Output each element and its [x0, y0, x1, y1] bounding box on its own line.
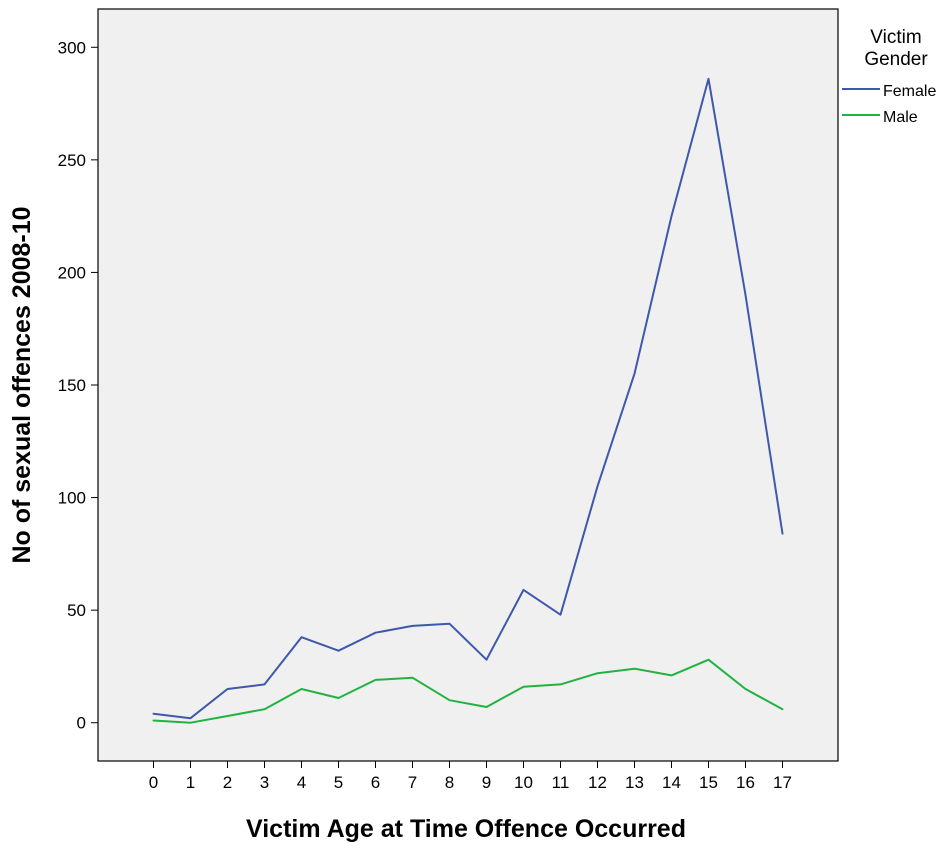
x-tick-label: 0 — [149, 773, 158, 792]
y-axis-label: No of sexual offences 2008-10 — [8, 206, 36, 563]
x-tick-label: 10 — [514, 773, 533, 792]
x-tick-label: 16 — [736, 773, 755, 792]
y-tick-label: 0 — [77, 714, 86, 733]
x-tick-label: 9 — [482, 773, 491, 792]
legend-item-label: Female — [883, 83, 936, 100]
x-tick-label: 1 — [186, 773, 195, 792]
legend-title: Victim — [870, 27, 921, 48]
x-tick-label: 14 — [662, 773, 681, 792]
x-tick-label: 6 — [371, 773, 380, 792]
x-tick-label: 12 — [588, 773, 607, 792]
x-tick-label: 3 — [260, 773, 269, 792]
x-tick-label: 13 — [625, 773, 644, 792]
y-tick-label: 200 — [58, 263, 86, 282]
x-tick-label: 2 — [223, 773, 232, 792]
y-tick-label: 150 — [58, 376, 86, 395]
plot-area — [97, 8, 839, 762]
x-tick-label: 7 — [408, 773, 417, 792]
x-tick-label: 4 — [297, 773, 306, 792]
y-tick-label: 50 — [67, 601, 86, 620]
x-tick-label: 5 — [334, 773, 343, 792]
legend-title: Gender — [864, 49, 928, 70]
x-tick-label: 15 — [699, 773, 718, 792]
series-layer — [152, 77, 784, 724]
y-tick-label: 100 — [58, 489, 86, 508]
legend-item-label: Male — [883, 109, 918, 126]
x-tick-label: 17 — [773, 773, 792, 792]
series-line-female — [152, 77, 784, 720]
series-line-male — [152, 658, 784, 724]
x-tick-label: 8 — [445, 773, 454, 792]
x-tick-label: 11 — [552, 773, 570, 792]
x-axis-label: Victim Age at Time Offence Occurred — [246, 815, 686, 843]
plot-frame — [97, 8, 839, 762]
y-tick-label: 250 — [58, 151, 86, 170]
y-tick-label: 300 — [58, 38, 86, 57]
